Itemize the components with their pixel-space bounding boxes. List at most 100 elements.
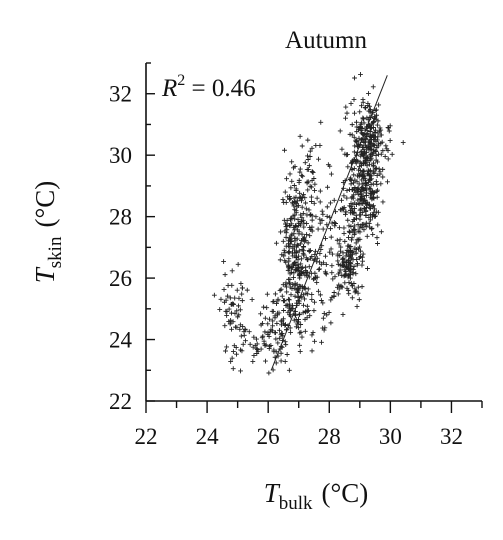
data-point [263, 358, 268, 364]
data-point [318, 119, 324, 125]
data-point [359, 103, 364, 109]
data-point [368, 125, 374, 131]
data-point [287, 223, 292, 228]
data-point [254, 341, 260, 347]
data-point [340, 262, 346, 268]
data-point [297, 241, 303, 247]
data-point [293, 188, 299, 193]
data-point [304, 180, 310, 186]
data-point [297, 190, 303, 196]
data-point [284, 327, 290, 333]
data-point [355, 173, 360, 179]
data-point [361, 120, 367, 126]
data-point [355, 290, 361, 296]
data-point [224, 344, 230, 350]
data-point [340, 250, 346, 256]
data-point [312, 299, 317, 305]
data-point [297, 169, 303, 175]
data-point [266, 370, 272, 376]
x-tick-label-30: 30 [379, 424, 402, 449]
data-point [284, 284, 289, 290]
data-point [306, 163, 312, 169]
data-point [272, 354, 278, 360]
data-point [351, 223, 357, 229]
data-point [349, 167, 355, 173]
data-point [282, 359, 288, 364]
data-point [281, 316, 286, 322]
data-point [290, 303, 295, 308]
data-point [389, 151, 395, 157]
data-point [348, 101, 354, 106]
data-point [241, 332, 247, 338]
data-point [364, 233, 370, 239]
data-point [238, 333, 244, 339]
data-point [268, 327, 274, 333]
data-point [359, 284, 365, 290]
data-point [254, 336, 259, 342]
data-point [352, 217, 357, 222]
data-point [356, 201, 362, 207]
y-axis-ticks: 22 24 26 28 30 32 [109, 62, 155, 414]
data-point [262, 329, 268, 335]
data-point [346, 280, 352, 285]
data-point [333, 209, 338, 215]
data-point [301, 237, 307, 243]
data-point [385, 125, 391, 130]
data-point [339, 146, 345, 152]
data-point [254, 346, 259, 352]
data-point [302, 296, 307, 302]
data-point [360, 168, 366, 174]
data-point [375, 159, 380, 165]
data-point [211, 292, 217, 298]
data-point [286, 281, 292, 286]
data-point [309, 254, 315, 259]
data-point [283, 230, 289, 236]
data-point [297, 133, 303, 139]
data-point [309, 169, 315, 174]
data-point [312, 252, 318, 257]
data-point [280, 238, 286, 244]
data-point [311, 257, 317, 263]
data-point [261, 304, 267, 310]
data-point [378, 132, 384, 138]
data-point [328, 200, 333, 206]
data-point [218, 296, 224, 302]
data-point [354, 152, 359, 158]
data-point [309, 217, 315, 223]
data-point [303, 264, 309, 270]
data-point [236, 303, 241, 309]
data-point [296, 248, 302, 254]
data-point [301, 302, 306, 308]
data-point [377, 128, 383, 134]
data-point [351, 149, 357, 155]
data-point [319, 339, 324, 345]
data-point [284, 176, 289, 182]
data-point [286, 305, 292, 311]
data-point [349, 210, 355, 216]
data-point [284, 289, 290, 295]
data-point [287, 271, 293, 277]
data-point [292, 236, 298, 241]
data-point [301, 192, 306, 197]
data-point [305, 157, 311, 162]
data-point [349, 160, 355, 165]
data-point [293, 312, 299, 318]
data-point [291, 270, 297, 276]
data-point [296, 180, 302, 185]
data-point [328, 234, 334, 240]
data-point [343, 253, 349, 259]
data-point [244, 287, 250, 293]
data-point [239, 298, 245, 304]
data-point [364, 163, 370, 169]
data-point [303, 200, 309, 206]
data-point [330, 251, 335, 257]
data-point [354, 138, 359, 144]
data-point [291, 260, 297, 266]
data-point [354, 179, 360, 185]
data-point [343, 104, 349, 110]
data-point [270, 299, 276, 305]
data-point [362, 105, 368, 110]
data-point [378, 127, 384, 133]
data-point [282, 258, 288, 264]
